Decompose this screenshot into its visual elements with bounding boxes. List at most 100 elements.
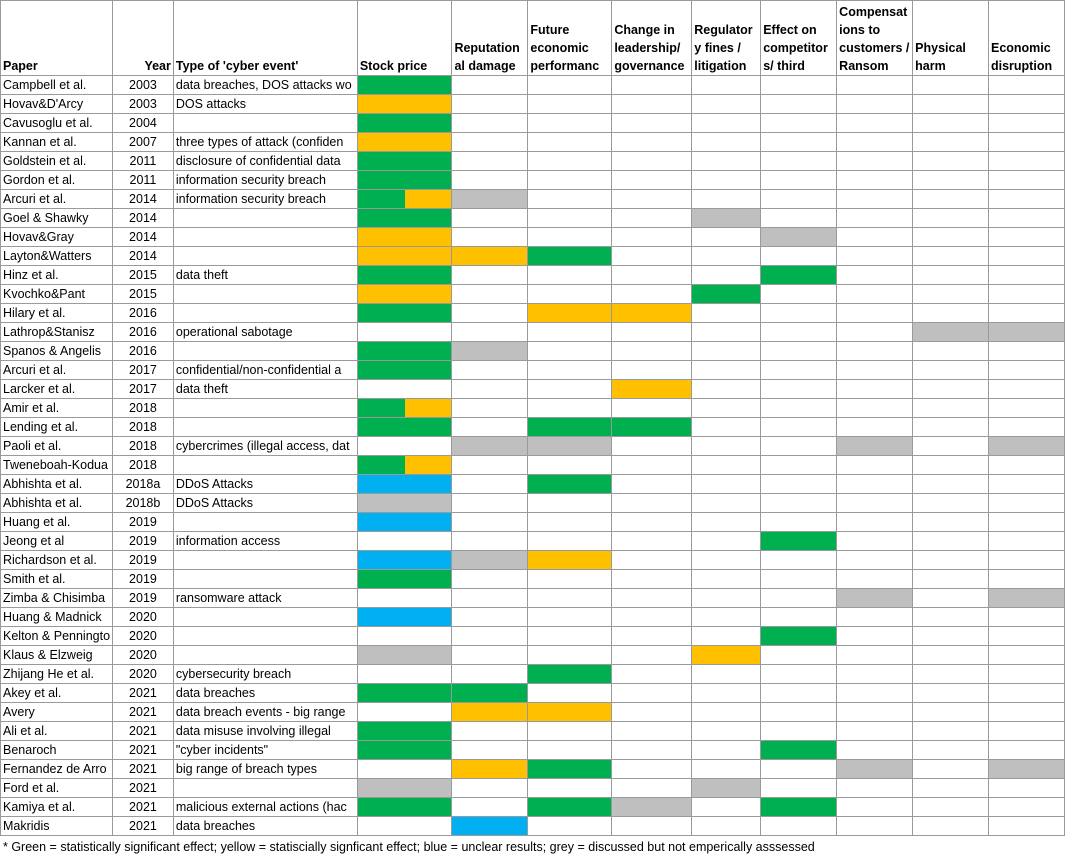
effect-cell[interactable] [527,379,613,399]
effect-cell[interactable] [987,588,1065,608]
paper-cell[interactable]: Abhishta et al. [0,474,114,494]
effect-cell[interactable] [527,322,613,342]
year-cell[interactable]: 2020 [112,664,174,684]
effect-cell[interactable] [912,778,989,798]
effect-cell[interactable] [611,455,693,475]
year-cell[interactable]: 2016 [112,303,174,323]
effect-cell[interactable] [760,797,838,817]
effect-cell[interactable] [356,797,453,817]
effect-cell[interactable] [760,531,838,551]
effect-cell[interactable] [611,683,693,703]
effect-cell[interactable] [356,398,453,418]
event-type-cell[interactable]: data misuse involving illegal [172,721,358,741]
paper-cell[interactable]: Spanos & Angelis [0,341,114,361]
effect-cell[interactable] [691,303,762,323]
year-cell[interactable]: 2017 [112,360,174,380]
paper-cell[interactable]: Arcuri et al. [0,360,114,380]
effect-cell[interactable] [527,113,613,133]
effect-cell[interactable] [912,531,989,551]
paper-cell[interactable]: Hilary et al. [0,303,114,323]
effect-cell[interactable] [836,645,914,665]
effect-cell[interactable] [760,512,838,532]
effect-cell[interactable] [912,113,989,133]
effect-cell[interactable] [451,531,529,551]
effect-cell[interactable] [527,341,613,361]
effect-cell[interactable] [527,569,613,589]
effect-cell[interactable] [912,360,989,380]
effect-cell[interactable] [987,455,1065,475]
year-cell[interactable]: 2004 [112,113,174,133]
paper-cell[interactable]: Kannan et al. [0,132,114,152]
effect-cell[interactable] [836,626,914,646]
effect-cell[interactable] [987,531,1065,551]
effect-cell[interactable] [836,569,914,589]
effect-cell[interactable] [527,170,613,190]
effect-cell[interactable] [912,493,989,513]
effect-cell[interactable] [760,208,838,228]
effect-cell[interactable] [527,94,613,114]
effect-cell[interactable] [527,512,613,532]
effect-cell[interactable] [760,588,838,608]
effect-cell[interactable] [760,455,838,475]
year-cell[interactable]: 2018 [112,436,174,456]
effect-cell[interactable] [760,740,838,760]
effect-cell[interactable] [451,550,529,570]
effect-cell[interactable] [760,246,838,266]
year-cell[interactable]: 2020 [112,607,174,627]
effect-cell[interactable] [356,645,453,665]
effect-cell[interactable] [987,360,1065,380]
effect-cell[interactable] [527,816,613,836]
effect-cell[interactable] [987,151,1065,171]
effect-cell[interactable] [451,379,529,399]
paper-cell[interactable]: Kelton & Penningto [0,626,114,646]
event-type-cell[interactable]: DDoS Attacks [172,474,358,494]
effect-cell[interactable] [527,493,613,513]
effect-cell[interactable] [527,398,613,418]
year-cell[interactable]: 2019 [112,569,174,589]
effect-cell[interactable] [691,588,762,608]
effect-cell[interactable] [451,227,529,247]
effect-cell[interactable] [356,702,453,722]
effect-cell[interactable] [356,626,453,646]
effect-cell[interactable] [691,778,762,798]
effect-cell[interactable] [987,778,1065,798]
year-cell[interactable]: 2018 [112,398,174,418]
effect-cell[interactable] [356,493,453,513]
effect-cell[interactable] [912,398,989,418]
effect-cell[interactable] [760,816,838,836]
effect-cell[interactable] [527,474,613,494]
effect-cell[interactable] [987,189,1065,209]
effect-cell[interactable] [836,398,914,418]
effect-cell[interactable] [987,702,1065,722]
effect-cell[interactable] [760,151,838,171]
paper-cell[interactable]: Paoli et al. [0,436,114,456]
year-cell[interactable]: 2021 [112,683,174,703]
effect-cell[interactable] [912,626,989,646]
effect-cell[interactable] [760,303,838,323]
effect-cell[interactable] [691,569,762,589]
effect-cell[interactable] [611,246,693,266]
effect-cell[interactable] [527,721,613,741]
effect-cell[interactable] [611,75,693,95]
effect-cell[interactable] [356,455,453,475]
paper-cell[interactable]: Kamiya et al. [0,797,114,817]
effect-cell[interactable] [611,151,693,171]
event-type-cell[interactable]: DOS attacks [172,94,358,114]
effect-cell[interactable] [760,417,838,437]
effect-cell[interactable] [987,322,1065,342]
effect-cell[interactable] [356,740,453,760]
effect-cell[interactable] [836,683,914,703]
effect-cell[interactable] [987,132,1065,152]
effect-cell[interactable] [451,759,529,779]
effect-cell[interactable] [912,759,989,779]
event-type-cell[interactable] [172,645,358,665]
effect-cell[interactable] [691,265,762,285]
effect-cell[interactable] [611,132,693,152]
effect-cell[interactable] [760,778,838,798]
effect-cell[interactable] [527,360,613,380]
paper-cell[interactable]: Amir et al. [0,398,114,418]
effect-cell[interactable] [760,645,838,665]
effect-cell[interactable] [527,778,613,798]
effect-cell[interactable] [527,75,613,95]
paper-cell[interactable]: Zimba & Chisimba [0,588,114,608]
